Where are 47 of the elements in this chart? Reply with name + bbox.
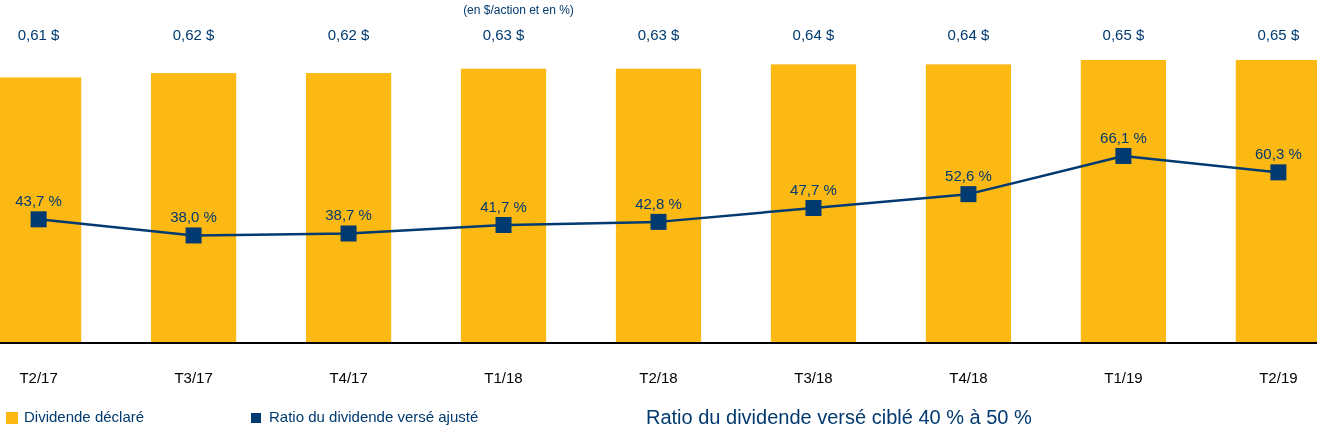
data-label: 0,61 $ [17, 26, 61, 43]
point [1270, 164, 1287, 181]
bar [770, 64, 857, 343]
data-label: 0,64 $ [792, 26, 835, 43]
data-label: 0,63 $ [482, 26, 526, 43]
x-tick-label: T2/18 [639, 369, 678, 386]
point [30, 211, 47, 228]
bar [925, 64, 1012, 343]
data-label: 0,64 $ [947, 26, 990, 43]
point [650, 213, 667, 230]
x-tick-label: T1/18 [484, 369, 523, 386]
data-label: 47,7 % [790, 181, 837, 199]
point [495, 216, 512, 233]
data-label: 41,7 % [480, 197, 527, 215]
x-tick-label: T2/17 [19, 369, 58, 386]
data-label: 60,3 % [1255, 145, 1302, 163]
bar [1080, 60, 1167, 343]
data-label: 0,65 $ [1257, 26, 1300, 43]
data-label: 38,0 % [170, 208, 217, 226]
legend-label: Dividende déclaré [24, 408, 145, 425]
data-label: 42,8 % [635, 194, 682, 212]
x-tick-label: T3/18 [794, 369, 833, 386]
data-label: 52,6 % [945, 167, 992, 185]
data-label: 66,1 % [1100, 128, 1147, 146]
bar [460, 68, 547, 343]
x-tick-label: T3/17 [174, 369, 213, 386]
point [805, 200, 822, 217]
x-tick-label: T2/19 [1259, 369, 1298, 386]
point [1115, 147, 1132, 164]
bar [615, 68, 702, 343]
data-label: 43,7 % [15, 192, 62, 210]
data-label: 38,7 % [325, 206, 372, 224]
x-tick-label: T1/19 [1104, 369, 1143, 386]
x-tick-label: T4/18 [949, 369, 988, 386]
point [960, 186, 977, 203]
bar [150, 73, 237, 343]
point [185, 227, 202, 244]
legend-label: Ratio du dividende versé ajusté [269, 408, 479, 425]
data-label: 0,65 $ [1102, 26, 1145, 43]
bar [305, 73, 392, 343]
data-label: 0,62 $ [327, 26, 371, 43]
data-label: 0,63 $ [637, 26, 680, 43]
text: Ratio du dividende versé ciblé 40 % à 50 % [646, 406, 1033, 428]
point [340, 225, 357, 242]
x-tick-label: T4/17 [329, 369, 368, 386]
chart-title: (en $/action et en %) [463, 3, 574, 17]
data-label: 0,62 $ [172, 26, 216, 43]
